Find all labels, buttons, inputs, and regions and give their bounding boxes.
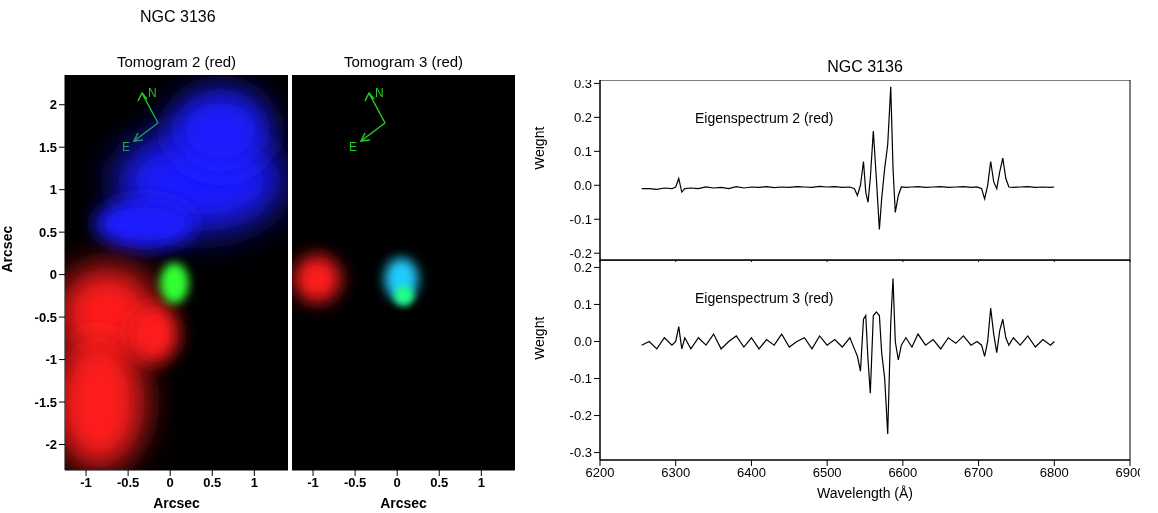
svg-text:-0.5: -0.5 [344,475,366,490]
svg-text:Arcsec: Arcsec [153,495,200,508]
html-text:Eigenspectrum 3 (red): Eigenspectrum 3 (red) [695,290,834,306]
svg-text:0: 0 [167,475,174,490]
svg-text:Weight: Weight [535,317,547,360]
svg-text:0.0: 0.0 [574,334,592,349]
svg-text:0.1: 0.1 [574,144,592,159]
svg-text:0.1: 0.1 [574,297,592,312]
html-text:Tomogram 3 (red): Tomogram 3 (red) [343,53,464,70]
svg-text:Arcsec: Arcsec [0,226,15,273]
svg-text:0.2: 0.2 [574,110,592,125]
html-text:Tomogram 2 (red): Tomogram 2 (red) [116,53,237,70]
svg-text:0.5: 0.5 [430,475,448,490]
svg-text:0: 0 [50,267,57,282]
svg-text:1: 1 [50,182,57,197]
svg-text:-1: -1 [307,475,319,490]
svg-text:0: 0 [394,475,401,490]
html-text:NGC 3136: NGC 3136 [140,8,216,25]
svg-text:0.0: 0.0 [574,178,592,193]
svg-text:6800: 6800 [1040,465,1069,480]
svg-text:6300: 6300 [661,465,690,480]
svg-text:6900: 6900 [1116,465,1140,480]
svg-text:6700: 6700 [964,465,993,480]
svg-text:-1: -1 [80,475,92,490]
svg-text:-0.5: -0.5 [35,310,57,325]
svg-text:6500: 6500 [813,465,842,480]
svg-text:1: 1 [251,475,258,490]
svg-text:0.5: 0.5 [39,225,57,240]
svg-text:N: N [375,86,384,100]
svg-text:-0.1: -0.1 [570,371,592,386]
svg-text:E: E [349,140,357,154]
svg-text:-2: -2 [45,437,57,452]
html-text:Eigenspectrum 2 (red): Eigenspectrum 2 (red) [695,110,834,126]
html-text:NGC 3136: NGC 3136 [827,58,903,75]
html-text:Wavelength (Å): Wavelength (Å) [817,485,913,501]
svg-text:1: 1 [478,475,485,490]
svg-text:-0.5: -0.5 [117,475,139,490]
svg-text:-1: -1 [45,352,57,367]
svg-text:-0.2: -0.2 [570,246,592,261]
svg-text:2: 2 [50,97,57,112]
svg-text:0.2: 0.2 [574,260,592,275]
svg-text:Weight: Weight [535,127,547,170]
svg-text:Arcsec: Arcsec [380,495,427,508]
svg-text:-0.1: -0.1 [570,212,592,227]
svg-text:6400: 6400 [737,465,766,480]
svg-text:6200: 6200 [586,465,615,480]
svg-text:E: E [122,140,130,154]
svg-text:N: N [148,86,157,100]
svg-text:-1.5: -1.5 [35,395,57,410]
svg-text:-0.2: -0.2 [570,408,592,423]
svg-text:0.3: 0.3 [574,80,592,91]
svg-text:1.5: 1.5 [39,140,57,155]
svg-text:-0.3: -0.3 [570,445,592,460]
svg-text:6600: 6600 [888,465,917,480]
svg-text:0.5: 0.5 [203,475,221,490]
